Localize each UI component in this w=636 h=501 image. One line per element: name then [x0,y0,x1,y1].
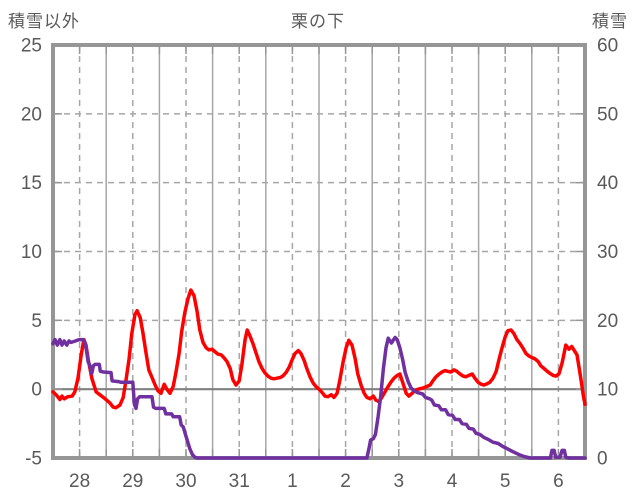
right-axis-tick-label: 0 [597,449,608,470]
left-axis-tick-label: 25 [21,36,42,57]
left-axis-tick-label: 5 [31,311,42,332]
x-axis-tick-label: 28 [69,471,90,492]
right-axis-tick-label: 60 [597,36,618,57]
right-axis-tick-label: 20 [597,311,618,332]
left-axis-tick-label: 20 [21,104,42,125]
right-axis-tick-label: 30 [597,242,618,263]
left-axis-tick-label: 0 [31,380,42,401]
left-axis-tick-label: 15 [21,173,42,194]
purple-series-line [51,335,587,460]
left-axis-title: 積雪以外 [8,12,80,31]
left-axis-tick-label: 10 [21,242,42,263]
right-axis-tick-label: 50 [597,104,618,125]
x-axis-tick-label: 31 [229,471,250,492]
x-axis-tick-label: 2 [340,471,351,492]
chart-title: 栗の下 [291,12,345,31]
x-axis-tick-label: 30 [175,471,196,492]
x-axis-tick-label: 3 [394,471,405,492]
x-axis-tick-label: 4 [447,471,458,492]
right-axis-tick-label: 40 [597,173,618,194]
right-axis-title: 積雪 [592,12,628,31]
x-axis-tick-label: 1 [287,471,298,492]
x-axis-tick-label: 29 [122,471,143,492]
left-axis-tick-label: -5 [25,449,42,470]
x-axis-tick-label: 5 [500,471,511,492]
red-series-line [51,288,587,410]
x-axis-tick-label: 6 [553,471,564,492]
right-axis-tick-label: 10 [597,380,618,401]
